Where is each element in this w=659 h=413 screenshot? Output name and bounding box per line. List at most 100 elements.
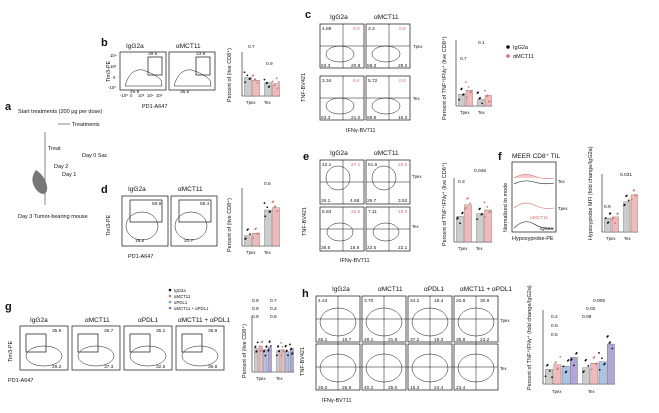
data-point [275, 354, 278, 357]
panel-g-legend-marker-0 [168, 288, 172, 292]
data-point [268, 85, 271, 88]
data-point [633, 189, 636, 191]
data-point [272, 200, 275, 203]
panel-h-pvalue-0: 0.005 [593, 298, 605, 304]
panel-b-upper-value-1: 33.9 [196, 51, 206, 57]
panel-c-q-0-3: 0.0 [399, 26, 406, 32]
data-point [252, 74, 255, 77]
data-point [587, 365, 590, 367]
panel-h-row-label-1: Tex [500, 366, 508, 371]
data-point [604, 217, 607, 219]
data-point [249, 233, 252, 236]
panel-g-pvalue-1: 0.7 [270, 298, 277, 304]
panel-c-q-1-5: 21.0 [351, 115, 361, 121]
panel-c: c IgG2a αMCT11 4.88 0.0 3.3 0.0 63.3 20.… [301, 9, 534, 134]
panel-h-bar-chart [542, 310, 615, 385]
panel-e-q-0-6: 26.7 [367, 198, 377, 204]
panel-h-pvalue-1: 0.02 [586, 306, 596, 312]
panel-h-row-label-0: Tpex [500, 318, 510, 323]
panel-f-pvalue-1: 0.031 [620, 172, 632, 178]
panel-c-title-1: αMCT11 [374, 14, 399, 21]
panel-g-gate-2 [129, 333, 151, 353]
data-point [263, 202, 266, 204]
bar [477, 99, 485, 107]
panel-h-group-1: Tex [588, 389, 596, 394]
data-point [282, 350, 285, 352]
panel-b-title-0: IgG2a [126, 43, 144, 50]
data-point [277, 81, 280, 83]
bar [553, 364, 562, 385]
data-point [280, 354, 283, 357]
data-point [559, 355, 562, 358]
data-point [477, 91, 480, 94]
data-point [275, 77, 278, 80]
panel-d-gate-1 [178, 199, 212, 223]
bar [561, 366, 570, 385]
panel-c-q-0-7: 29.2 [398, 63, 408, 69]
data-point [465, 207, 467, 209]
panel-b-group-0: Tpex [246, 100, 256, 105]
panel-c-legend-0: IgG2a [513, 45, 529, 51]
panel-d-lower-value-0: 19.2 [135, 238, 145, 244]
panel-d-group-1: Tex [264, 250, 272, 255]
panel-g-lower-value-1: 37.3 [104, 364, 114, 370]
panel-d-group-0: Tpex [246, 250, 256, 255]
data-point [255, 227, 257, 230]
panel-e-q-0-3: 26.5 [398, 162, 408, 168]
bar [623, 201, 631, 233]
data-point [266, 206, 269, 209]
panel-a-label: a [5, 101, 12, 113]
data-point [481, 102, 483, 105]
panel-b-flow-plot-1 [168, 51, 216, 91]
panel-f-histogram-tex-igg2a [513, 180, 555, 185]
data-point [256, 341, 259, 344]
panel-c-group-1: Tex [478, 110, 486, 115]
panel-g-pvalue-4: 0.9 [252, 314, 259, 320]
bar [476, 213, 484, 243]
data-point [245, 237, 247, 240]
panel-b-xtick-1: 0 [130, 93, 133, 98]
panel-e-q-0-4: 26.1 [321, 198, 331, 204]
panel-h: h IgG2a αMCT11 αPDL1 αMCT11 + αPDL1 4.43… [300, 285, 615, 404]
data-point [486, 206, 489, 208]
panel-d-title-1: αMCT11 [178, 186, 203, 193]
data-point [254, 78, 257, 81]
data-point [598, 368, 601, 371]
data-point [268, 340, 271, 343]
bar [590, 363, 599, 385]
panel-h-q-top-0-3: 16.7 [342, 337, 352, 343]
panel-c-bar-chart [455, 40, 492, 107]
panel-g-legend-marker-2 [168, 300, 172, 304]
panel-e-pvalue-0: 0.046 [474, 168, 486, 174]
panel-e-y-axis: TNF-BV421 [302, 207, 308, 236]
panel-h-x-axis: IFNγ-BV711 [322, 398, 352, 404]
panel-b-flow-plot-0 [119, 51, 167, 91]
panel-g-pvalue-0: 0.9 [252, 298, 259, 304]
bar [604, 217, 612, 233]
panel-g-title-2: αPDL1 [138, 317, 158, 324]
treat-text: Treat [48, 146, 61, 152]
panel-g-contour-3 [181, 345, 219, 367]
panel-c-q-1-4: 63.3 [321, 115, 331, 121]
panel-h-q-top-1-3: 31.9 [388, 337, 398, 343]
panel-f-hist-label-1: IgG2a [540, 226, 553, 232]
panel-h-pvalue-3: 0.2 [551, 314, 558, 320]
data-point [565, 370, 568, 373]
panel-e-q-1-0: 6.93 [322, 209, 332, 215]
panel-f-histogram-tex-amct11 [513, 174, 555, 179]
data-point [572, 364, 575, 367]
bar [465, 90, 473, 107]
panel-f-bar-ylabel: Hypoxyprobe MFI (fold change/IgG2a) [588, 146, 594, 240]
panel-e-row-label-1: Tex [412, 224, 420, 229]
panel-h-bar-ylabel: Percent of TNF⁺IFNγ⁺ (fold change/IgG2a) [526, 285, 533, 390]
panel-g-lower-value-3: 36.8 [208, 364, 218, 370]
data-point [603, 362, 606, 365]
bar [252, 233, 260, 247]
data-point [465, 96, 468, 99]
panel-h-q-bot-0-2: 26.0 [318, 385, 328, 391]
panel-g-y-axis: Tim3-PE [8, 340, 14, 362]
data-point [276, 87, 279, 90]
panel-e-contour-2 [326, 222, 354, 242]
panel-e-group-0: Tpex [458, 246, 468, 251]
panel-c-y-axis: TNF-BV421 [301, 73, 307, 102]
